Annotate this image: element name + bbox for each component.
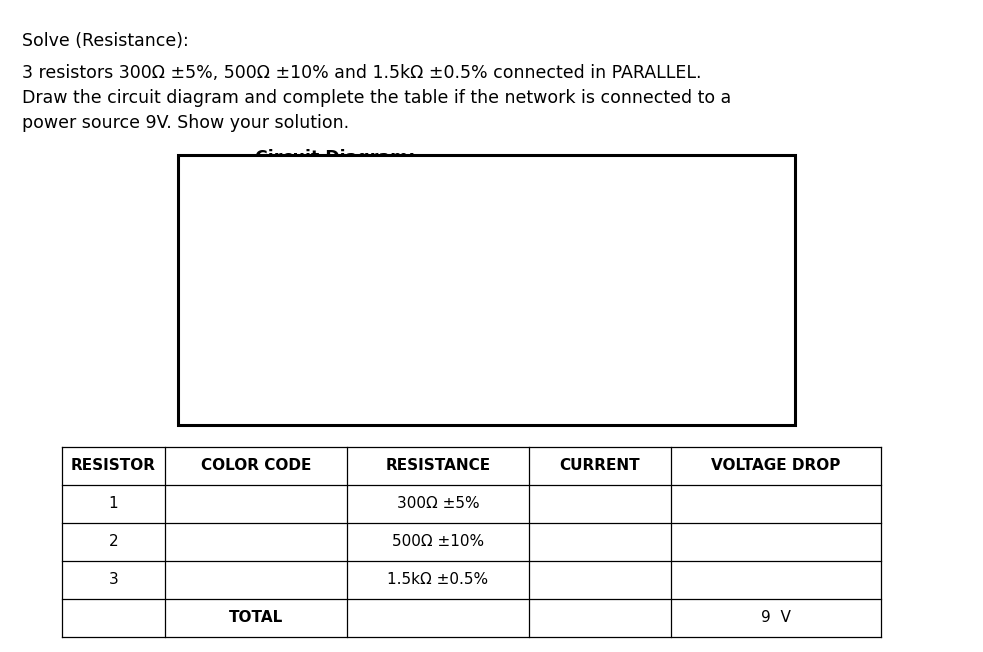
Text: 3: 3 [109, 572, 118, 587]
Text: 9  V: 9 V [761, 610, 791, 625]
Bar [178, 155, 795, 425]
Text: 300Ω ±5%: 300Ω ±5% [397, 497, 480, 512]
Text: VOLTAGE DROP: VOLTAGE DROP [712, 458, 840, 473]
Text: COLOR CODE: COLOR CODE [201, 458, 312, 473]
Text: 500Ω ±10%: 500Ω ±10% [392, 535, 484, 550]
Text: Draw the circuit diagram and complete the table if the network is connected to a: Draw the circuit diagram and complete th… [22, 89, 731, 107]
Text: power source 9V. Show your solution.: power source 9V. Show your solution. [22, 114, 349, 132]
Text: 1: 1 [109, 497, 118, 512]
Text: 1.5kΩ ±0.5%: 1.5kΩ ±0.5% [387, 572, 489, 587]
Text: 3 resistors 300Ω ±5%, 500Ω ±10% and 1.5kΩ ±0.5% connected in PARALLEL.: 3 resistors 300Ω ±5%, 500Ω ±10% and 1.5k… [22, 64, 702, 82]
Text: RESISTANCE: RESISTANCE [385, 458, 491, 473]
Text: Circuit Diagram:: Circuit Diagram: [255, 149, 416, 167]
Text: 2: 2 [109, 535, 118, 550]
Text: TOTAL: TOTAL [229, 610, 283, 625]
Text: CURRENT: CURRENT [559, 458, 640, 473]
Text: Solve (Resistance):: Solve (Resistance): [22, 32, 189, 50]
Text: RESISTOR: RESISTOR [71, 458, 156, 473]
